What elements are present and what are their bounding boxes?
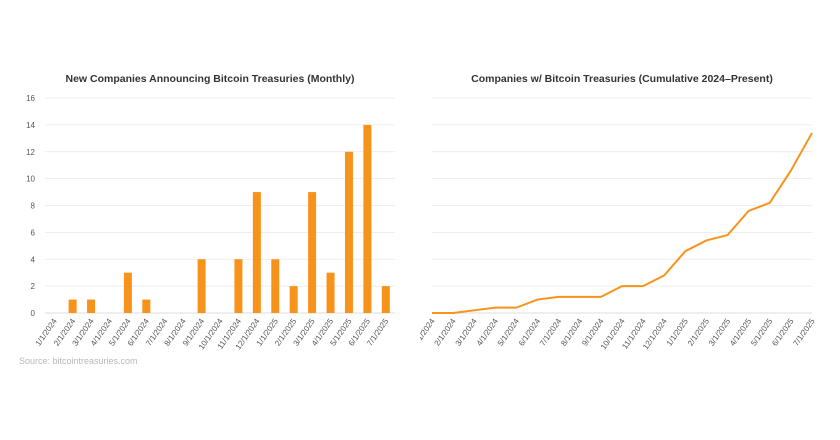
- y-tick-label: 16: [26, 94, 35, 103]
- bar: [381, 286, 390, 313]
- y-tick-label: 6: [31, 228, 36, 237]
- bar: [344, 151, 353, 313]
- y-tick-label: 12: [26, 148, 35, 157]
- x-tick-label: 7/1/2025: [791, 317, 817, 348]
- bar: [363, 124, 372, 313]
- bar: [326, 272, 335, 313]
- y-tick-label: 8: [31, 202, 36, 211]
- y-tick-label: 4: [31, 255, 36, 264]
- bar: [234, 259, 243, 313]
- bar: [87, 299, 96, 313]
- cumulative-line-chart: Companies w/ Bitcoin Treasuries (Cumulat…: [420, 73, 817, 351]
- source-note: Source: bitcointreasuries.com: [19, 356, 138, 366]
- bar: [289, 286, 298, 313]
- y-tick-label: 0: [420, 309, 421, 318]
- y-tick-label: 30: [420, 228, 421, 237]
- bar: [271, 259, 280, 313]
- y-tick-label: 10: [420, 282, 421, 291]
- bar: [252, 192, 261, 313]
- monthly-bar-chart: New Companies Announcing Bitcoin Treasur…: [26, 73, 395, 351]
- y-tick-label: 0: [31, 309, 36, 318]
- y-tick-label: 60: [420, 148, 421, 157]
- y-tick-label: 20: [420, 255, 421, 264]
- y-tick-label: 2: [31, 282, 36, 291]
- y-tick-label: 10: [26, 175, 35, 184]
- y-tick-label: 70: [420, 121, 421, 130]
- y-tick-label: 50: [420, 175, 421, 184]
- y-tick-label: 14: [26, 121, 35, 130]
- bar: [123, 272, 132, 313]
- chart-title: Companies w/ Bitcoin Treasuries (Cumulat…: [471, 73, 773, 85]
- y-tick-label: 40: [420, 202, 421, 211]
- y-tick-label: 80: [420, 94, 421, 103]
- chart-title: New Companies Announcing Bitcoin Treasur…: [66, 73, 355, 85]
- bar: [68, 299, 77, 313]
- bar: [308, 192, 317, 313]
- bar: [197, 259, 206, 313]
- bar: [142, 299, 151, 313]
